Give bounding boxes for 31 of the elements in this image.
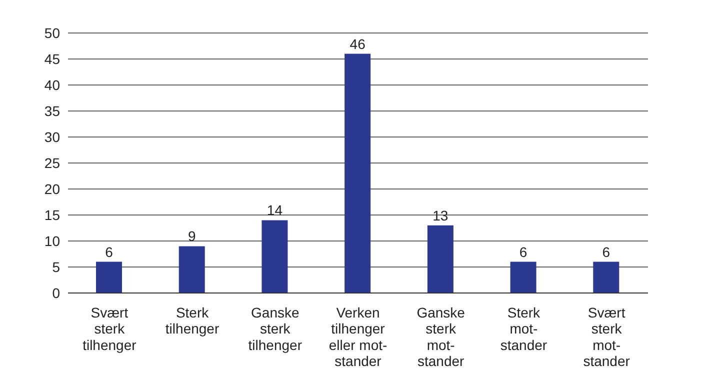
data-label: 9 <box>188 228 196 244</box>
x-tick-label: Ganske sterk mot- stander <box>416 304 466 369</box>
bar <box>427 225 454 293</box>
y-tick-label: 45 <box>44 50 60 67</box>
bar <box>344 54 371 293</box>
data-label: 6 <box>105 244 114 260</box>
bar <box>262 220 288 293</box>
y-tick-label: 20 <box>44 180 60 197</box>
x-tick-label: Svært sterk tilhenger <box>82 304 137 353</box>
y-tick-label: 40 <box>44 76 60 93</box>
y-tick-label: 25 <box>44 154 60 171</box>
y-tick-label: 10 <box>44 232 60 249</box>
bar <box>178 246 205 293</box>
y-tick-label: 35 <box>44 102 60 119</box>
x-tick-label: Svært sterk mot- stander <box>583 304 630 369</box>
x-tick-label: Verken tilhenger eller mot- stander <box>328 304 388 369</box>
y-tick-label: 15 <box>44 206 60 223</box>
y-tick-label: 5 <box>52 258 60 275</box>
x-tick-label: Sterk tilhenger <box>165 304 220 337</box>
data-label: 6 <box>519 244 528 260</box>
x-tick-label: Ganske sterk tilhenger <box>248 304 302 353</box>
y-tick-label: 0 <box>52 284 60 301</box>
data-label: 14 <box>266 202 283 218</box>
data-label: 6 <box>602 244 610 260</box>
y-tick-label: 50 <box>44 24 60 41</box>
bar <box>96 262 122 293</box>
y-tick-label: 30 <box>44 128 60 145</box>
bar <box>593 262 620 293</box>
data-label: 46 <box>350 36 366 52</box>
x-tick-label: Sterk mot- stander <box>500 304 548 353</box>
bar <box>510 262 536 293</box>
